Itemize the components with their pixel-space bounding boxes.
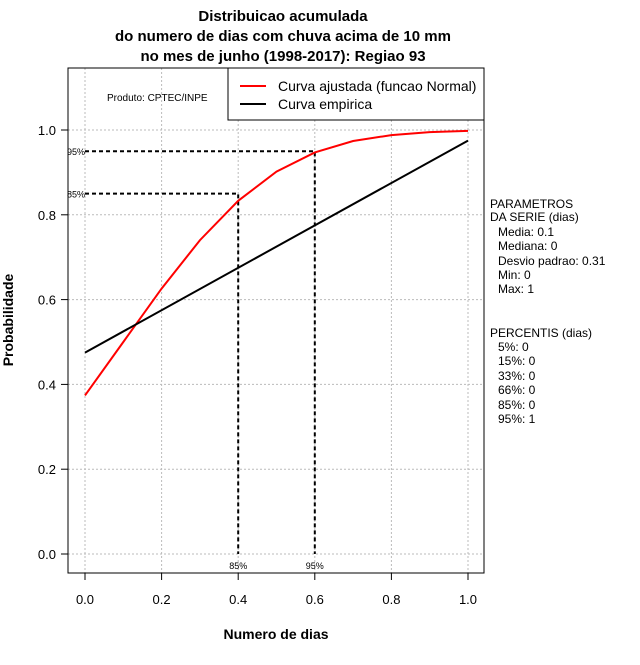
y-tick-label: 1.0 xyxy=(38,123,56,138)
fitted-normal-curve xyxy=(84,129,469,397)
legend-label-empirical: Curva empirica xyxy=(278,96,372,112)
legend: Curva ajustada (funcao Normal) Curva emp… xyxy=(227,67,485,121)
percentil-item: 95%: 1 xyxy=(498,412,536,426)
x-tick-label: 0.4 xyxy=(229,592,247,607)
percentil-item: 33%: 0 xyxy=(498,369,536,383)
params-title: PARAMETROS xyxy=(490,197,573,211)
side-panel: PARAMETROS DA SERIE (dias) Media: 0.1 Me… xyxy=(490,197,606,426)
x-tick-label: 0.6 xyxy=(306,592,324,607)
percentil-item: 5%: 0 xyxy=(498,340,529,354)
title-line: do numero de dias com chuva acima de 10 … xyxy=(115,28,451,45)
param-item: Mediana: 0 xyxy=(498,239,558,253)
title-line: Distribuicao acumulada xyxy=(198,8,368,25)
percentis-title: PERCENTIS (dias) xyxy=(490,326,592,340)
chart-title: Distribuicao acumulada do numero de dias… xyxy=(115,8,451,65)
y-tick-label: 0.8 xyxy=(38,208,56,223)
y-tick-label: 0.4 xyxy=(38,377,56,392)
y-tick-label: 0.0 xyxy=(38,547,56,562)
x-axis: 0.0 0.2 0.4 0.6 0.8 1.0 xyxy=(76,573,477,607)
reference-label-x: 95% xyxy=(306,561,324,571)
series xyxy=(84,129,469,397)
y-axis-label: Probabilidade xyxy=(0,274,16,367)
reference-label-y: 85% xyxy=(67,190,85,200)
title-line: no mes de junho (1998-2017): Regiao 93 xyxy=(140,48,425,65)
empirical-curve xyxy=(84,139,469,354)
reference-line xyxy=(85,150,316,554)
param-item: Media: 0.1 xyxy=(498,225,554,239)
x-tick-label: 0.0 xyxy=(76,592,94,607)
legend-label-fitted: Curva ajustada (funcao Normal) xyxy=(278,78,476,94)
reference-label-x: 85% xyxy=(229,561,247,571)
reference-label-y: 95% xyxy=(67,147,85,157)
percentil-item: 66%: 0 xyxy=(498,383,536,397)
product-annotation: Produto: CPTEC/INPE xyxy=(107,93,208,104)
y-tick-label: 0.2 xyxy=(38,462,56,477)
x-tick-label: 0.8 xyxy=(382,592,400,607)
plot-frame xyxy=(67,67,485,574)
x-axis-label: Numero de dias xyxy=(223,626,328,642)
y-axis: 0.0 0.2 0.4 0.6 0.8 1.0 xyxy=(38,123,68,562)
x-tick-label: 0.2 xyxy=(153,592,171,607)
grid xyxy=(68,68,484,573)
param-item: Min: 0 xyxy=(498,268,531,282)
param-item: Desvio padrao: 0.31 xyxy=(498,254,606,268)
param-item: Max: 1 xyxy=(498,282,534,296)
params-title: DA SERIE (dias) xyxy=(490,210,579,224)
y-tick-label: 0.6 xyxy=(38,293,56,308)
reference-line xyxy=(85,192,240,554)
percentil-item: 15%: 0 xyxy=(498,354,536,368)
x-tick-label: 1.0 xyxy=(459,592,477,607)
reference-lines: 95% 95% 85% 85% xyxy=(67,147,324,571)
percentil-item: 85%: 0 xyxy=(498,398,536,412)
